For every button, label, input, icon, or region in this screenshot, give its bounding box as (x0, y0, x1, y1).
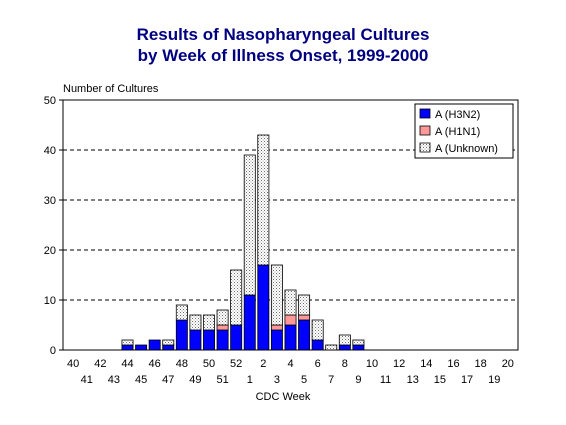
bar-a-h3n2-3 (270, 329, 283, 351)
x-tick-label: 47 (162, 374, 174, 386)
x-axis-label: CDC Week (255, 391, 311, 403)
x-tick-label: 5 (301, 374, 307, 386)
x-tick-label: 6 (315, 358, 321, 370)
chart-title-line-1: Results of Nasopharyngeal Cultures (136, 25, 430, 44)
x-tick-label: 48 (176, 358, 188, 370)
x-tick-label: 8 (342, 358, 348, 370)
x-tick-label: 14 (420, 358, 432, 370)
bar-a-h3n2-48 (175, 319, 188, 351)
x-tick-label: 49 (189, 374, 201, 386)
bar-a-unknown-2 (257, 134, 270, 266)
x-tick-label: 52 (230, 358, 242, 370)
legend-box (414, 103, 514, 159)
bar-a-unknown-6 (311, 319, 324, 341)
plot-frame (62, 99, 519, 351)
x-tick-label: 9 (355, 374, 361, 386)
y-tick-label: 10 (44, 295, 56, 307)
bar-a-h1n1-5 (298, 314, 311, 321)
legend-label: A (H3N2) (435, 109, 480, 121)
x-tick-label: 17 (461, 374, 473, 386)
bar-a-unknown-47 (162, 339, 175, 346)
x-tick-label: 13 (407, 374, 419, 386)
bar-a-h3n2-52 (230, 324, 243, 351)
y-axis-label: Number of Cultures (63, 83, 159, 95)
y-tick-label: 50 (44, 95, 56, 107)
bar-a-unknown-9 (352, 339, 365, 346)
bar-a-unknown-48 (175, 304, 188, 321)
bar-a-h3n2-8 (338, 344, 351, 351)
bar-a-h3n2-46 (148, 339, 161, 351)
bar-a-h3n2-45 (135, 344, 148, 351)
x-tick-label: 4 (287, 358, 293, 370)
x-tick-label: 43 (108, 374, 120, 386)
bar-a-h1n1-3 (270, 324, 283, 331)
bar-a-h3n2-4 (284, 324, 297, 351)
x-tick-label: 46 (149, 358, 161, 370)
bar-a-h3n2-44 (121, 344, 134, 351)
legend-label: A (H1N1) (435, 126, 480, 138)
y-tick-label: 30 (44, 195, 56, 207)
y-tick-label: 0 (50, 345, 56, 357)
bar-a-unknown-51 (216, 309, 229, 326)
y-tick-label: 40 (44, 145, 56, 157)
x-tick-label: 51 (216, 374, 228, 386)
legend-swatch (419, 142, 431, 153)
bar-a-unknown-8 (338, 334, 351, 346)
bar-a-h3n2-1 (243, 294, 256, 351)
bar-a-h3n2-49 (189, 329, 202, 351)
x-tick-label: 18 (475, 358, 487, 370)
bar-a-h3n2-6 (311, 339, 324, 351)
bar-a-unknown-44 (121, 339, 134, 346)
legend-swatch (419, 125, 431, 136)
bar-a-unknown-5 (298, 294, 311, 316)
x-tick-label: 11 (380, 374, 391, 386)
x-tick-label: 2 (260, 358, 266, 370)
x-tick-label: 42 (94, 358, 106, 370)
bar-a-h3n2-9 (352, 344, 365, 351)
x-tick-label: 20 (502, 358, 514, 370)
x-tick-label: 41 (81, 374, 93, 386)
bar-a-h3n2-2 (257, 264, 270, 351)
bar-a-unknown-52 (230, 269, 243, 326)
x-tick-label: 15 (434, 374, 446, 386)
x-tick-label: 44 (121, 358, 133, 370)
x-tick-label: 45 (135, 374, 147, 386)
x-tick-label: 16 (447, 358, 459, 370)
bar-a-unknown-1 (243, 154, 256, 296)
x-tick-label: 50 (203, 358, 215, 370)
y-tick-label: 20 (44, 245, 56, 257)
chart-title-line-2: by Week of Illness Onset, 1999-2000 (137, 46, 429, 65)
x-tick-label: 7 (328, 374, 334, 386)
x-tick-label: 3 (274, 374, 280, 386)
x-tick-label: 1 (247, 374, 253, 386)
bar-a-unknown-7 (325, 344, 338, 351)
x-tick-label: 12 (393, 358, 405, 370)
bar-a-unknown-49 (189, 314, 202, 331)
legend-swatch (419, 108, 431, 119)
x-tick-label: 19 (488, 374, 500, 386)
x-tick-label: 40 (67, 358, 79, 370)
bar-a-unknown-4 (284, 289, 297, 316)
bar-a-h3n2-50 (203, 329, 215, 351)
bar-a-h3n2-51 (216, 329, 229, 351)
bar-a-h1n1-4 (284, 314, 297, 326)
legend-label: A (Unknown) (435, 143, 498, 155)
x-tick-label: 10 (366, 358, 378, 370)
bar-a-h1n1-51 (216, 324, 229, 331)
bar-a-unknown-50 (203, 314, 215, 331)
bar-a-h3n2-5 (298, 319, 311, 351)
bar-a-unknown-3 (270, 264, 283, 326)
bar-a-h3n2-47 (162, 344, 175, 351)
